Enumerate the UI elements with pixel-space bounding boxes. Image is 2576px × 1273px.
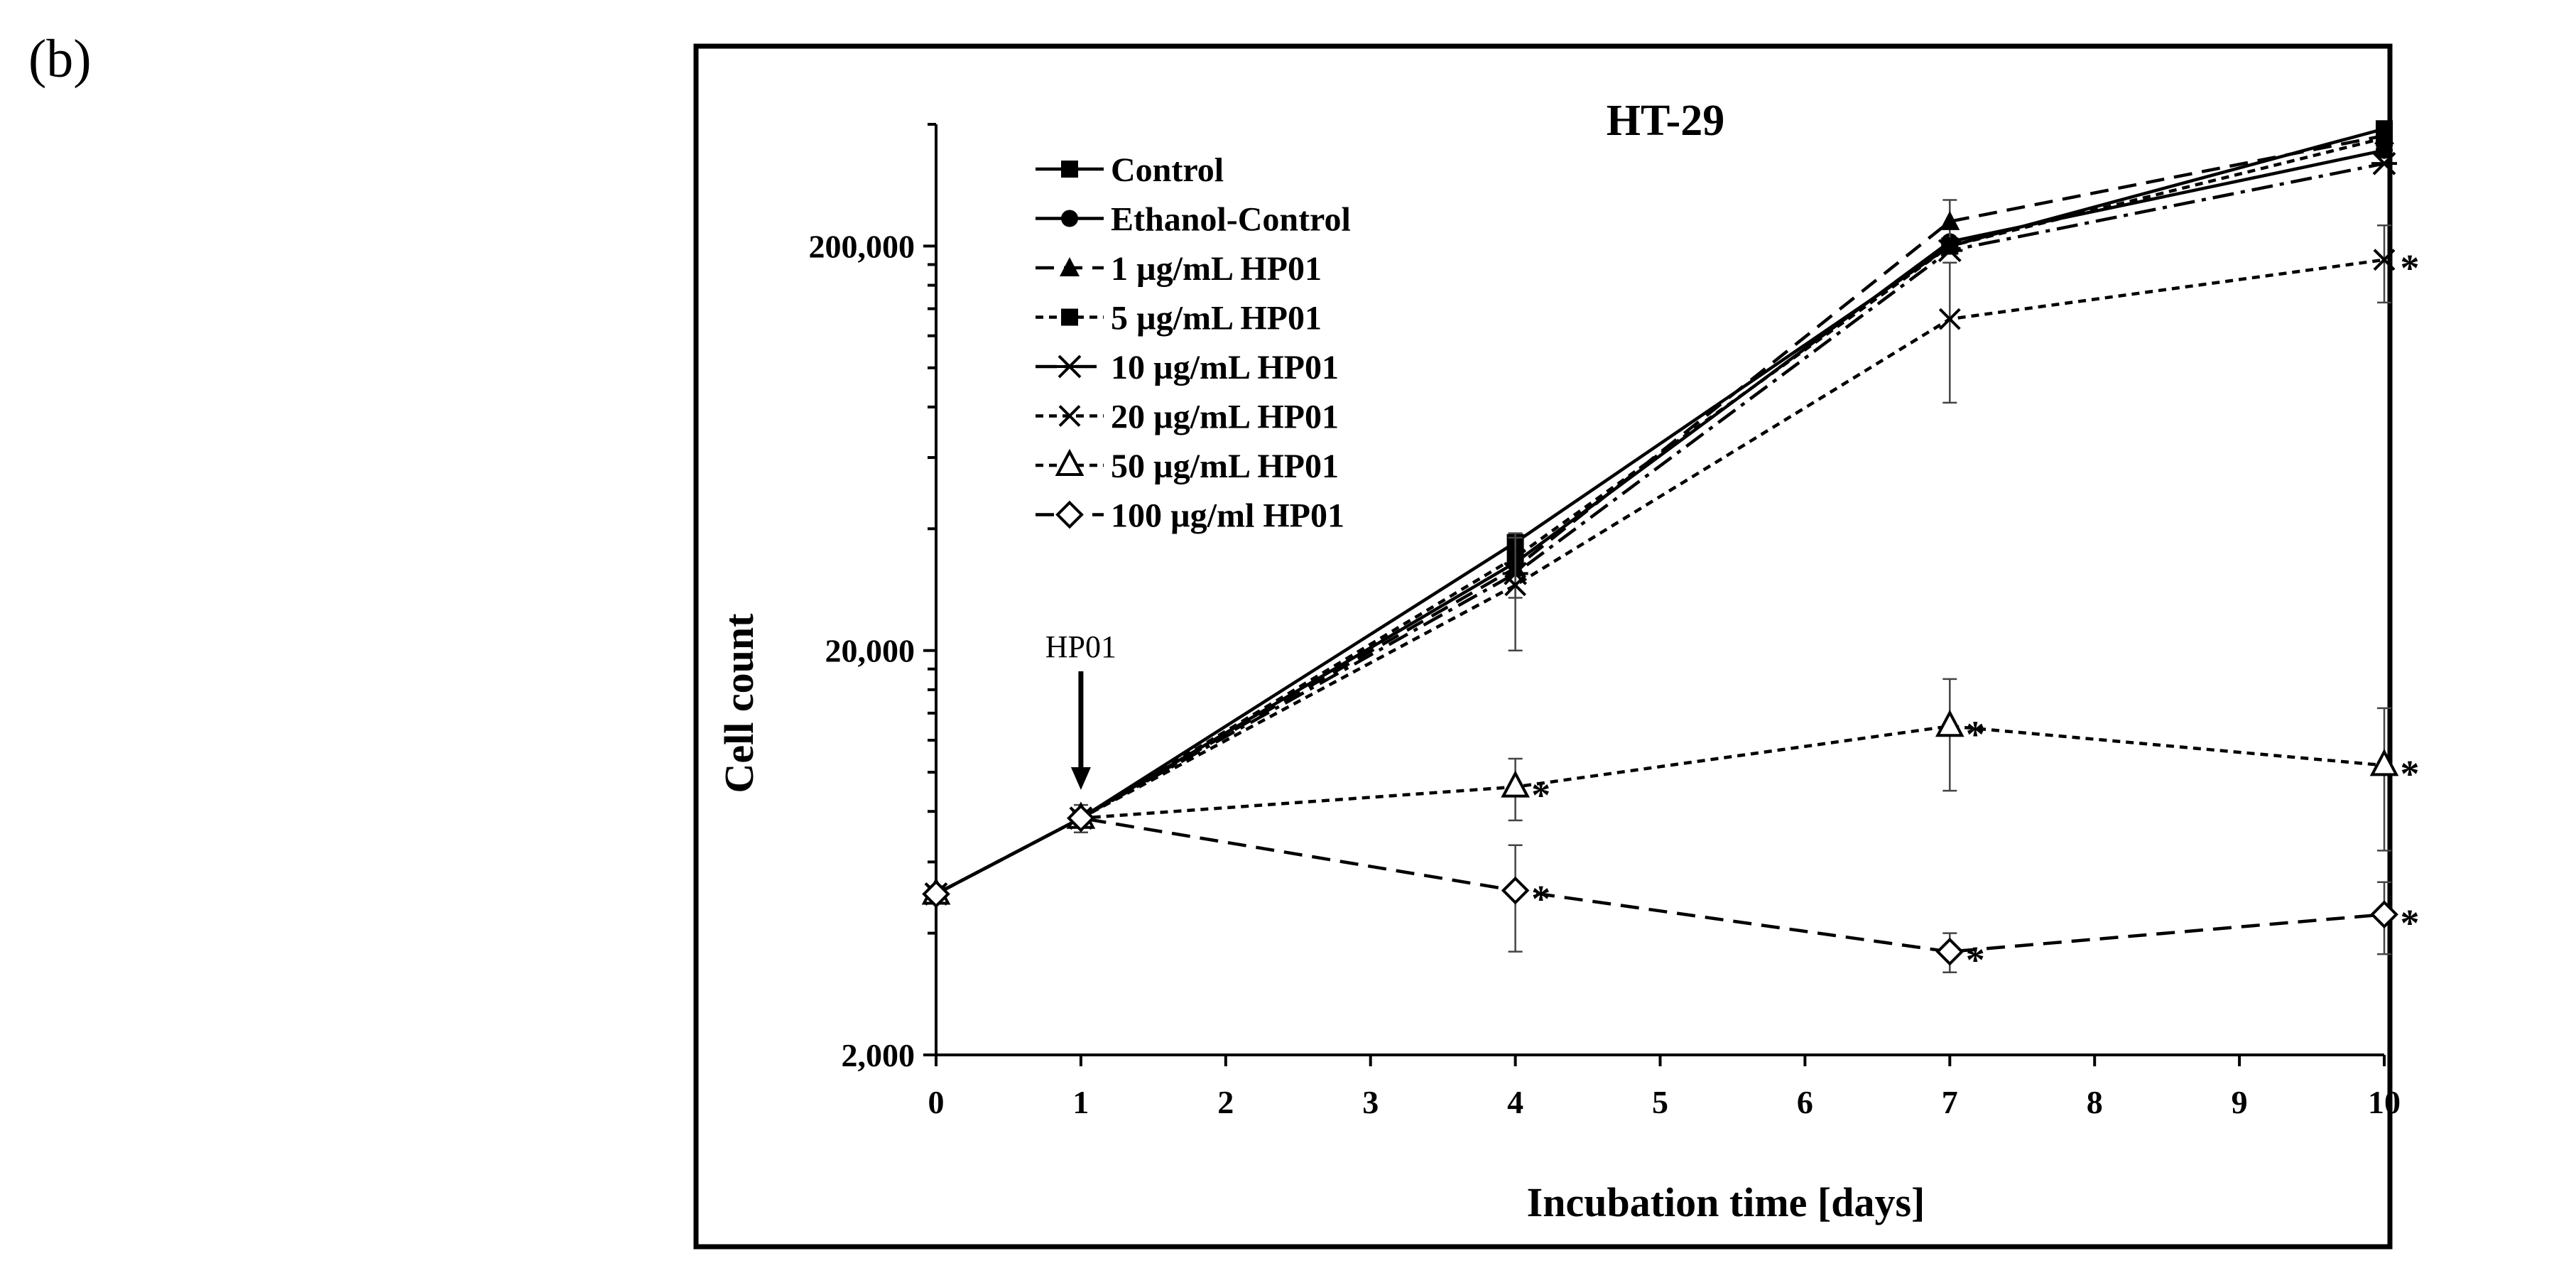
x-tick-label: 1: [1072, 1084, 1089, 1120]
legend-item: 1 µg/mL HP01: [1036, 250, 1322, 288]
legend-item: 5 µg/mL HP01: [1036, 300, 1322, 337]
series-8: * * *: [922, 803, 2420, 982]
x-tick-label: 3: [1362, 1084, 1379, 1120]
data-point: [2371, 151, 2397, 175]
legend-item: 50 µg/mL HP01: [1036, 448, 1339, 485]
significance-star: *: [1966, 939, 1985, 982]
legend-item: Control: [1036, 151, 1224, 189]
x-axis-label: Incubation time [days]: [1527, 1179, 1925, 1225]
y-axis-label: Cell count: [716, 613, 762, 793]
legend-label: 10 µg/mL HP01: [1111, 349, 1339, 386]
legend-item: 20 µg/mL HP01: [1036, 399, 1339, 436]
chart-title: HT-29: [1607, 97, 1725, 145]
legend-item: 10 µg/mL HP01: [1036, 349, 1339, 386]
data-point: [2373, 249, 2396, 271]
legend-label: 50 µg/mL HP01: [1111, 448, 1339, 485]
x-tick-label: 0: [928, 1084, 945, 1120]
data-point: [2376, 129, 2393, 147]
legend-swatch-marker: [1058, 405, 1081, 427]
significance-star: *: [1966, 713, 1985, 756]
data-point: [2370, 900, 2398, 929]
panel-label: (b): [28, 29, 92, 89]
x-tick-label: 6: [1797, 1084, 1813, 1120]
data-point: [1504, 574, 1527, 597]
data-point: [1938, 308, 1961, 330]
legend-label: 5 µg/mL HP01: [1111, 300, 1322, 337]
data-point: [1935, 937, 1964, 966]
legend-label: 20 µg/mL HP01: [1111, 399, 1339, 436]
x-tick-label: 9: [2232, 1084, 2248, 1120]
data-point: [1067, 803, 1095, 833]
y-tick-label: 20,000: [825, 633, 915, 669]
y-tick-label: 2,000: [842, 1037, 915, 1073]
x-tick-label: 5: [1652, 1084, 1668, 1120]
annotation-label: HP01: [1045, 629, 1116, 664]
series-line: [935, 724, 2385, 896]
x-tick-label: 7: [1942, 1084, 1958, 1120]
x-tick-label: 2: [1217, 1084, 1234, 1120]
series-7: * * *: [921, 678, 2420, 905]
x-tick-label: 10: [2368, 1084, 2401, 1120]
legend-swatch-marker: [1061, 210, 1078, 227]
legend-swatch-marker: [1057, 354, 1082, 379]
significance-star: *: [1531, 878, 1550, 921]
legend-item: 100 µg/ml HP01: [1036, 497, 1344, 535]
data-point: [1501, 876, 1530, 905]
legend-label: 100 µg/ml HP01: [1111, 497, 1344, 535]
chart-frame: [693, 43, 2393, 1250]
legend-swatch-marker: [1060, 257, 1080, 276]
legend-swatch-marker: [1055, 500, 1084, 529]
significance-star: *: [2401, 247, 2420, 290]
data-point: [1940, 210, 1960, 230]
x-tick-label: 4: [1507, 1084, 1523, 1120]
data-point: [922, 879, 950, 909]
legend-label: Control: [1111, 151, 1224, 189]
x-tick-label: 8: [2087, 1084, 2103, 1120]
legend-swatch-marker: [1061, 161, 1078, 178]
legend-swatch-marker: [1061, 308, 1078, 326]
legend-item: Ethanol-Control: [1036, 201, 1351, 239]
legend-swatch-marker: [1055, 448, 1085, 476]
legend-label: Ethanol-Control: [1111, 201, 1351, 239]
legend-label: 1 µg/mL HP01: [1111, 250, 1322, 288]
data-point: [1501, 770, 1530, 798]
annotation-arrow-head: [1070, 767, 1091, 790]
significance-star: *: [1531, 774, 1550, 817]
series-line: [935, 816, 2385, 953]
y-tick-label: 200,000: [809, 228, 915, 264]
data-point: [1935, 709, 1964, 737]
data-point: [1937, 239, 1963, 263]
significance-star: *: [2401, 901, 2420, 944]
data-point: [2369, 749, 2399, 776]
significance-star: *: [2401, 752, 2420, 795]
